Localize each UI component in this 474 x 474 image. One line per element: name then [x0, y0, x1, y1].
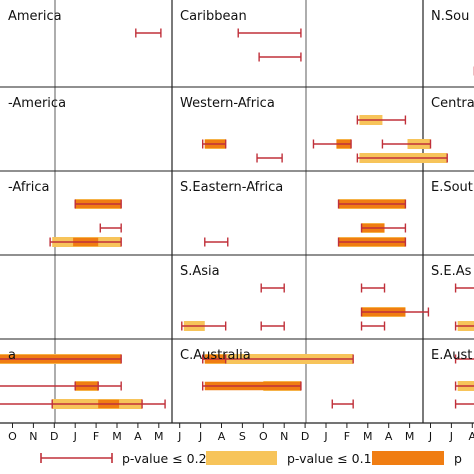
x-axis: ONDJFMAMJJASONDJFMAMJJAS: [8, 423, 474, 443]
panel-title: a: [8, 348, 16, 363]
x-tick-label: F: [93, 430, 99, 443]
panel-title: E.Sout: [431, 180, 473, 195]
x-tick-label: M: [363, 430, 373, 443]
panel-titles-layer: America Caribbean N.Sou -America Western-Afr…: [8, 9, 474, 363]
x-tick-label: A: [385, 430, 393, 443]
panel-title: -Africa: [8, 180, 49, 195]
legend-swatch-light: [206, 451, 277, 465]
x-tick-label: M: [112, 430, 122, 443]
x-tick-label: A: [469, 430, 474, 443]
x-tick-label: D: [301, 430, 309, 443]
interval-marks-layer: [0, 28, 474, 409]
x-tick-label: O: [8, 430, 17, 443]
panel-title: S.Asia: [180, 264, 220, 279]
legend-label-whisker: p-value ≤ 0.2: [122, 451, 207, 466]
legend-label-dark: p: [454, 451, 462, 466]
legend: p-value ≤ 0.2 p-value ≤ 0.1 p: [40, 451, 462, 466]
panel-title: N.Sou: [431, 9, 469, 24]
panel-title: -America: [8, 96, 66, 111]
panel-title: E.Aust: [431, 348, 472, 363]
panel-frames-layer: [0, 0, 474, 424]
panel-title: Caribbean: [180, 9, 247, 24]
panel-title: Centra: [431, 96, 474, 111]
panel-title: America: [8, 9, 62, 24]
x-tick-label: M: [405, 430, 415, 443]
x-tick-label: J: [198, 430, 202, 443]
panel-title: S.E.As: [431, 264, 472, 279]
x-tick-label: N: [280, 430, 288, 443]
x-tick-label: J: [449, 430, 453, 443]
panel-gridlines-layer: [54, 0, 307, 423]
x-tick-label: F: [344, 430, 350, 443]
panel-title: C.Australia: [180, 348, 251, 363]
x-tick-label: J: [323, 430, 327, 443]
x-tick-label: A: [134, 430, 142, 443]
x-tick-label: A: [218, 430, 226, 443]
x-tick-label: O: [259, 430, 268, 443]
x-tick-label: N: [29, 430, 37, 443]
panel-title: Western-Africa: [180, 96, 275, 111]
panel-title: S.Eastern-Africa: [180, 180, 283, 195]
legend-label-light: p-value ≤ 0.1: [287, 451, 372, 466]
x-tick-label: J: [428, 430, 432, 443]
legend-swatch-dark: [372, 451, 444, 465]
x-tick-label: J: [177, 430, 181, 443]
x-tick-label: M: [154, 430, 164, 443]
x-tick-label: J: [73, 430, 77, 443]
x-tick-label: D: [50, 430, 58, 443]
x-tick-label: S: [239, 430, 246, 443]
